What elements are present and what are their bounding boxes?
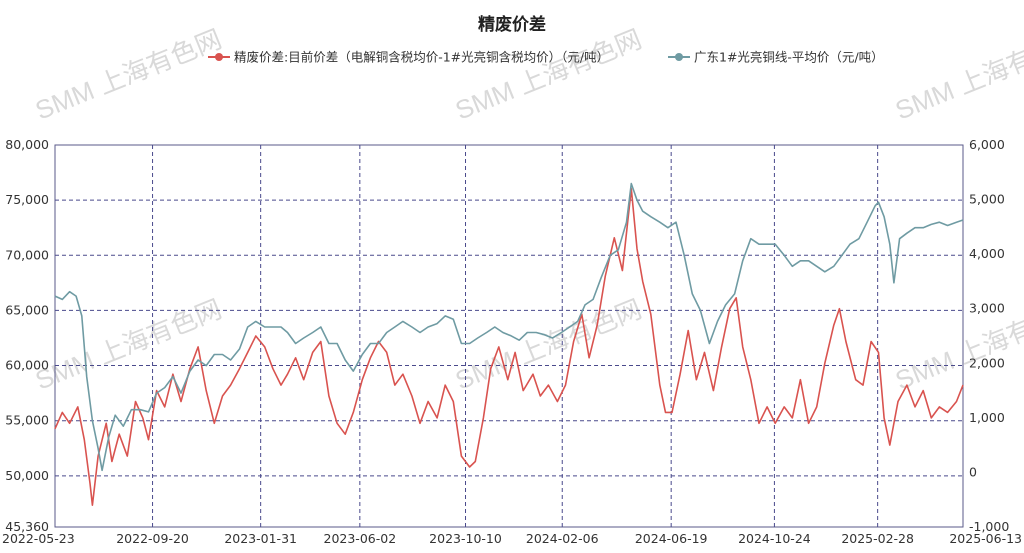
- chart-title: 精废价差: [478, 14, 546, 35]
- x-tick-label: 2022-09-20: [116, 531, 189, 546]
- y-right-tick-label: 0: [969, 464, 977, 479]
- legend-marker: [215, 53, 223, 61]
- x-tick-label: 2023-01-31: [224, 531, 297, 546]
- axes: 80,000 75,000 70,000 65,000 60,000 55,000 50,0…: [2, 137, 1022, 546]
- watermark: SMM 上海有色网: [31, 24, 226, 126]
- legend-label: 广东1#光亮铜线-平均价（元/吨）: [694, 50, 884, 65]
- y-right-tick-label: 6,000: [969, 137, 1005, 152]
- y-right-tick-label: 5,000: [969, 192, 1005, 207]
- series-line-wire-price: [54, 182, 964, 472]
- y-left-tick-label: 65,000: [5, 302, 49, 317]
- y-right-tick-label: 4,000: [969, 246, 1005, 261]
- y-right-tick-label: 1,000: [969, 410, 1005, 425]
- y-left-tick-label: 70,000: [5, 247, 49, 262]
- watermark: SMM 上海有色网: [451, 294, 646, 396]
- legend-marker: [675, 53, 683, 61]
- watermark: SMM 上海有色网: [891, 24, 1024, 126]
- y-left-tick-label: 45,360: [5, 519, 49, 534]
- y-right-tick-label: 2,000: [969, 355, 1005, 370]
- legend: 精废价差:目前价差（电解铜含税均价-1#光亮铜含税均价）（元/吨） 广东1#光亮铜…: [208, 50, 884, 65]
- plot-area: [54, 182, 964, 507]
- y-left-tick-label: 55,000: [5, 413, 49, 428]
- x-tick-label: 2023-10-10: [429, 531, 502, 546]
- legend-label: 精废价差:目前价差（电解铜含税均价-1#光亮铜含税均价）（元/吨）: [234, 50, 609, 65]
- x-tick-label: 2022-05-23: [2, 531, 75, 546]
- x-tick-label: 2025-06-13: [949, 531, 1022, 546]
- x-tick-label: 2024-10-24: [738, 531, 811, 546]
- x-tick-label: 2024-06-19: [635, 531, 708, 546]
- x-tick-label: 2024-02-06: [526, 531, 599, 546]
- y-left-tick-label: 80,000: [5, 137, 49, 152]
- y-left-tick-label: 50,000: [5, 468, 49, 483]
- watermark: SMM 上海有色网: [451, 24, 646, 126]
- watermark: SMM 上海有色网: [31, 294, 226, 396]
- x-tick-label: 2023-06-02: [324, 531, 397, 546]
- y-right-tick-label: -1,000: [969, 519, 1009, 534]
- y-left-tick-label: 60,000: [5, 358, 49, 373]
- plot-frame: [54, 144, 964, 528]
- x-tick-label: 2025-02-28: [841, 531, 914, 546]
- series-line-spread: [54, 187, 964, 507]
- y-left-tick-label: 75,000: [5, 192, 49, 207]
- grid: [54, 144, 964, 528]
- y-right-tick-label: 3,000: [969, 301, 1005, 316]
